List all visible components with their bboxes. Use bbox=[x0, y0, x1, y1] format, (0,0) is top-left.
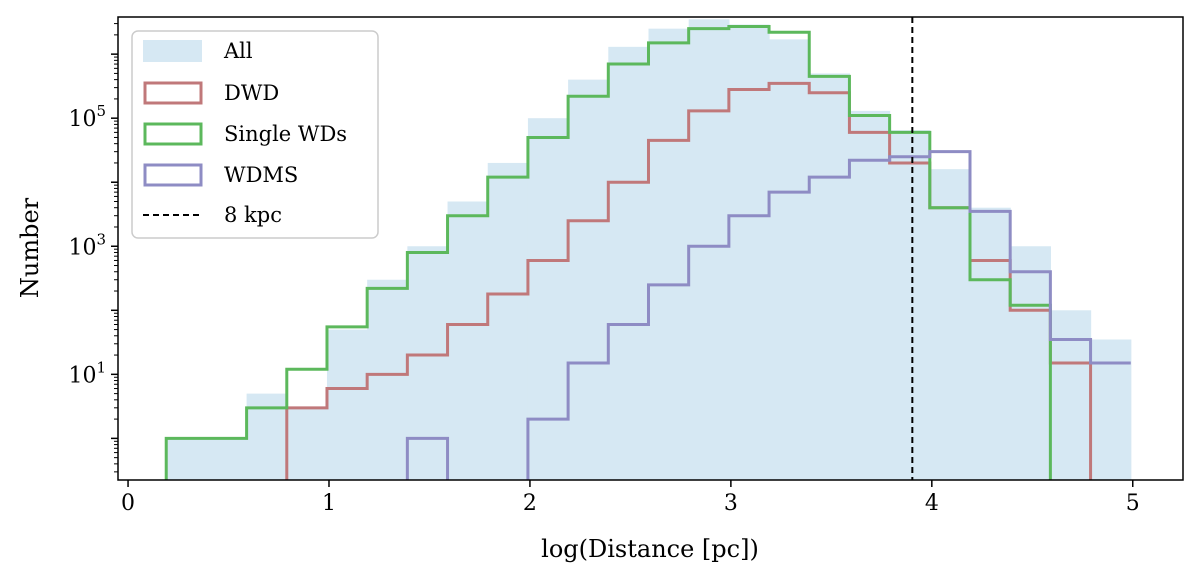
series-all bbox=[166, 19, 1132, 480]
x-tick-label: 1 bbox=[322, 491, 336, 516]
bar-all-bin bbox=[608, 46, 650, 480]
x-tick-label: 2 bbox=[523, 491, 537, 516]
x-tick-label: 5 bbox=[1126, 491, 1140, 516]
bar-all-bin bbox=[206, 438, 248, 480]
legend-label-8-kpc: 8 kpc bbox=[224, 203, 282, 227]
bar-all-bin bbox=[1010, 246, 1051, 480]
bar-all-bin bbox=[688, 19, 730, 480]
x-tick-label: 4 bbox=[925, 491, 939, 516]
bar-all-bin bbox=[809, 73, 851, 480]
x-axis-label: log(Distance [pc]) bbox=[541, 535, 759, 563]
x-tick-label: 3 bbox=[724, 491, 738, 516]
legend-label-wdms: WDMS bbox=[224, 163, 298, 187]
y-tick-label: 101 bbox=[68, 358, 106, 388]
legend-swatch-all bbox=[143, 40, 202, 62]
series-line-wdms bbox=[405, 150, 1131, 480]
x-tick-label: 0 bbox=[121, 491, 135, 516]
y-tick-label: 103 bbox=[68, 230, 106, 260]
x-axis: 0 1 2 3 4 5 bbox=[121, 480, 1140, 516]
bar-all-bin bbox=[447, 201, 489, 480]
bar-all-bin bbox=[769, 39, 810, 480]
bar-all-bin bbox=[166, 438, 208, 480]
legend-swatch-single-wds bbox=[143, 122, 203, 146]
bar-all-bin bbox=[407, 246, 449, 480]
bar-all-bin bbox=[367, 279, 408, 480]
bar-all-bin bbox=[648, 28, 690, 480]
legend-swatch-dwd bbox=[143, 81, 203, 105]
bar-all-bin bbox=[326, 329, 368, 480]
bar-all-bin bbox=[889, 130, 931, 480]
bar-all-bin bbox=[527, 118, 569, 480]
bar-all-bin bbox=[1050, 310, 1092, 480]
y-tick-label: 105 bbox=[68, 102, 106, 132]
legend: All DWD Single WDs WDMS 8 kpc bbox=[131, 30, 379, 239]
plot-frame bbox=[117, 16, 1184, 481]
bar-all-bin bbox=[286, 407, 328, 480]
y-axis: 101 103 105 bbox=[68, 23, 118, 473]
legend-label-all: All bbox=[223, 39, 253, 63]
bar-all-bin bbox=[849, 110, 891, 480]
bar-all-bin bbox=[970, 207, 1011, 480]
bar-all-bin bbox=[568, 79, 609, 480]
series-line-single-wds bbox=[164, 25, 1052, 480]
legend-label-dwd: DWD bbox=[224, 81, 279, 105]
bar-all-bin bbox=[728, 24, 770, 480]
y-axis-label: Number bbox=[16, 197, 44, 298]
bar-all-bin bbox=[487, 162, 529, 480]
legend-swatch-wdms bbox=[143, 163, 203, 187]
legend-label-single-wds: Single WDs bbox=[224, 122, 347, 146]
series-lines bbox=[164, 25, 1131, 480]
bar-all-bin bbox=[929, 169, 971, 480]
bar-all-bin bbox=[1090, 339, 1132, 480]
